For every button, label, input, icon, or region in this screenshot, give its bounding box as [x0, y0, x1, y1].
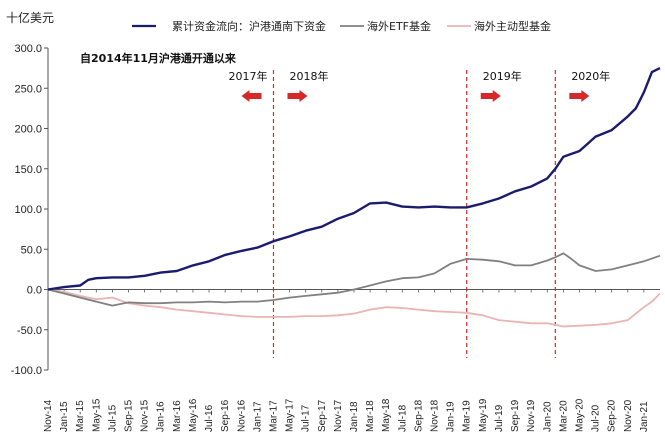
legend-entry: 海外ETF基金	[367, 19, 431, 33]
x-tick-label: May-16	[188, 398, 199, 432]
y-tick-label: 300.0	[14, 43, 42, 55]
y-tick-label: 0.0	[27, 285, 42, 297]
x-tick-label: Jul-15	[107, 404, 118, 432]
x-tick-label: Nov-18	[430, 399, 441, 432]
year-markers: 2017年 2018年 2019年 2020年	[228, 69, 610, 358]
y-tick-label: 100.0	[14, 204, 42, 216]
legend: 累计资金流向：沪港通南下资金 海外ETF基金 海外主动型基金	[132, 19, 551, 33]
year-label: 2019年	[483, 69, 522, 83]
x-tick-label: Jul-16	[204, 404, 215, 432]
x-tick-label: Sep-18	[413, 399, 424, 432]
x-tick-label: Jan-16	[156, 401, 167, 432]
y-tick-label: -100.0	[11, 365, 42, 377]
x-tick-label: Nov-16	[236, 399, 247, 432]
y-tick-label: 200.0	[14, 124, 42, 136]
year-label: 2020年	[571, 69, 610, 83]
series-lines	[47, 67, 661, 328]
x-tick-label: May-15	[91, 398, 102, 432]
y-tick-label: -50.0	[17, 325, 42, 337]
x-tick-label: Sep-19	[510, 399, 521, 432]
x-tick-label: May-17	[285, 398, 296, 432]
x-tick-label: Mar-17	[268, 400, 279, 432]
x-tick-label: Nov-14	[43, 399, 54, 432]
arrow-icon	[287, 90, 308, 102]
x-tick-label: Jan-20	[542, 401, 553, 432]
x-tick-label: May-18	[381, 398, 392, 432]
year-label: 2018年	[289, 69, 328, 83]
x-tick-label: Jul-20	[591, 404, 602, 432]
x-tick-label: Jan-17	[252, 401, 263, 432]
x-tick-label: Jan-19	[446, 401, 457, 432]
x-tick-label: Sep-17	[317, 399, 328, 432]
x-tick-label: Jul-18	[397, 404, 408, 432]
x-tick-label: Nov-19	[526, 399, 537, 432]
annotation: 自2014年11月沪港通开通以来	[80, 51, 237, 65]
x-tick-label: Nov-20	[623, 399, 634, 432]
series-line-1	[47, 252, 661, 307]
x-tick-label: Jul-17	[301, 404, 312, 432]
series-line-0	[47, 67, 661, 291]
year-label: 2017年	[228, 69, 267, 83]
x-tick-label: Jan-15	[59, 401, 70, 432]
legend-entry: 累计资金流向：沪港通南下资金	[172, 19, 326, 33]
x-tick-label: Jan-21	[639, 401, 650, 432]
x-tick-label: May-20	[574, 398, 585, 432]
x-tick-label: Mar-19	[462, 400, 473, 432]
legend-entry: 海外主动型基金	[474, 19, 551, 33]
series-line-2	[47, 288, 661, 328]
x-tick-label: Sep-20	[607, 399, 618, 432]
x-tick-label: Sep-15	[124, 399, 135, 432]
x-tick-label: Mar-15	[75, 400, 86, 432]
x-tick-label: May-19	[478, 398, 489, 432]
unit-label: 十亿美元	[6, 10, 54, 25]
y-tick-label: 250.0	[14, 83, 42, 95]
x-tick-label: Sep-16	[220, 399, 231, 432]
x-tick-label: Jan-18	[349, 401, 360, 432]
arrow-icon	[241, 90, 262, 102]
y-tick-label: 50.0	[21, 244, 42, 256]
x-tick-label: Jul-19	[494, 404, 505, 432]
y-axis: 300.0 250.0 200.0 150.0 100.0 50.0 0.0 -50.0 -10…	[11, 43, 49, 377]
arrow-icon	[480, 90, 501, 102]
x-tick-label: Nov-17	[333, 399, 344, 432]
x-tick-label: Mar-16	[172, 400, 183, 432]
x-tick-label: Mar-20	[558, 400, 569, 432]
x-axis: Nov-14 Jan-15 Mar-15 May-15 Jul-15 Sep-15 Nov-…	[43, 289, 660, 432]
x-tick-label: Nov-15	[140, 399, 151, 432]
x-tick-label: Mar-18	[365, 400, 376, 432]
y-tick-label: 150.0	[14, 164, 42, 176]
arrow-icon	[569, 90, 590, 102]
